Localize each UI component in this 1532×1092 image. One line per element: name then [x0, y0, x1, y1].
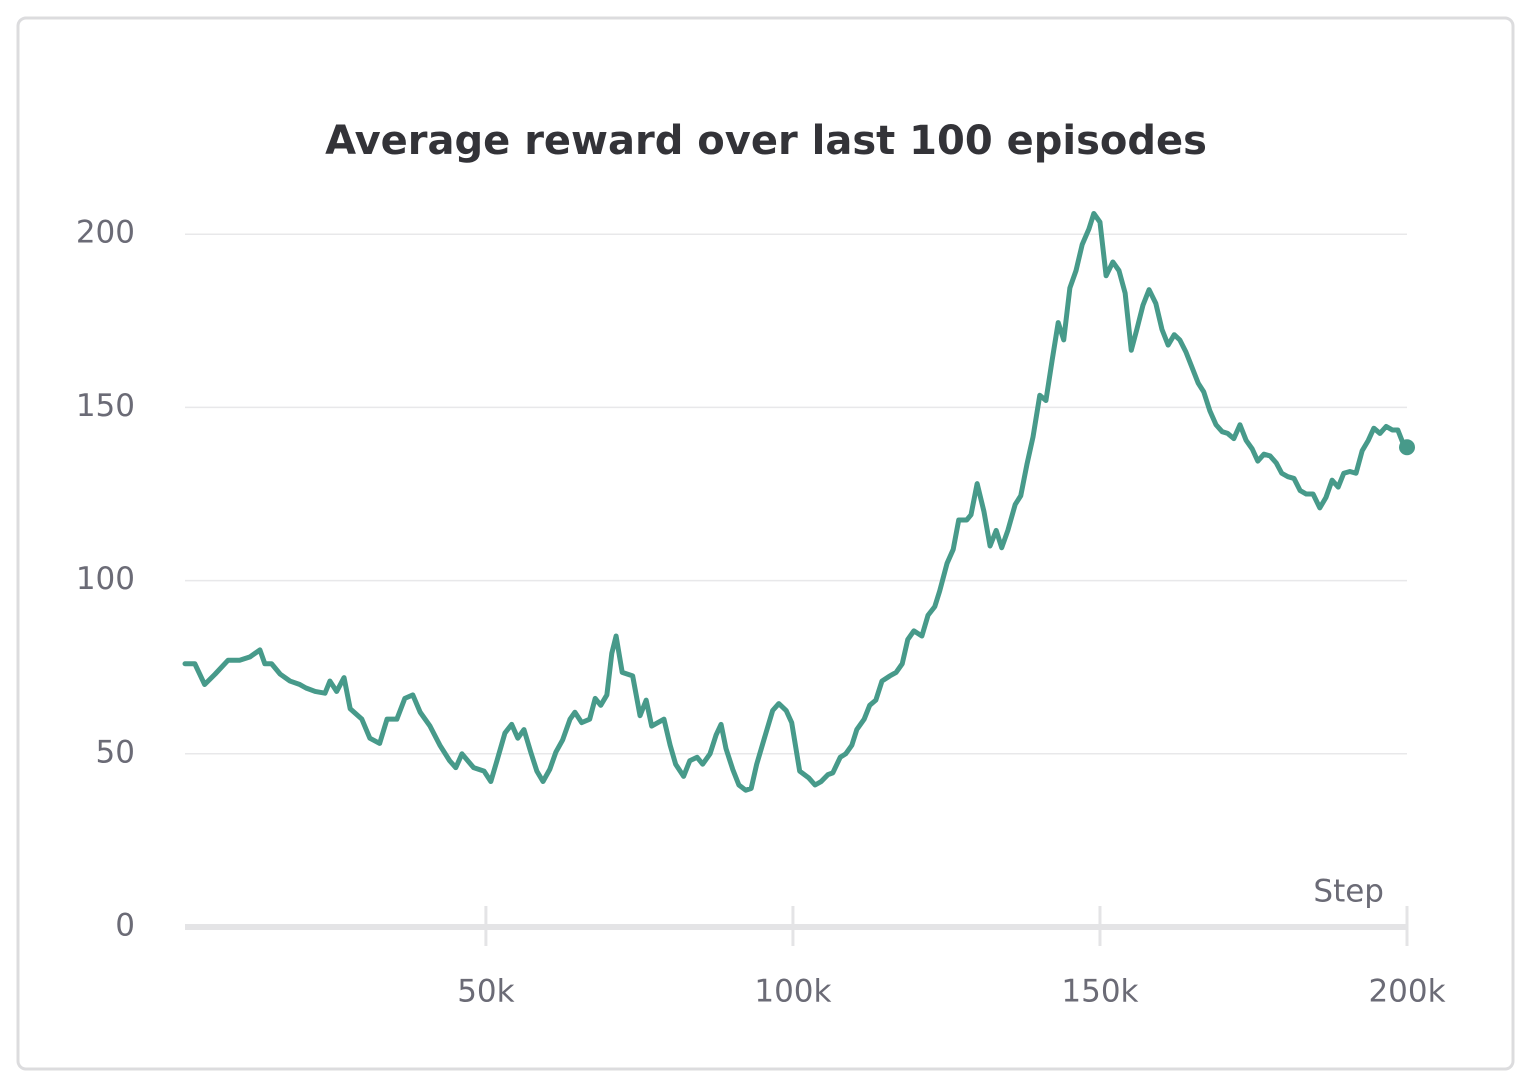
chart-title: Average reward over last 100 episodes [325, 118, 1207, 164]
panel-card [16, 16, 1515, 1071]
y-tick-label: 100 [76, 561, 135, 597]
y-tick-label: 200 [76, 215, 135, 251]
x-tick-label: 100k [754, 974, 831, 1010]
x-tick-label: 200k [1368, 974, 1445, 1010]
x-axis-label: Step [1313, 874, 1384, 910]
y-tick-label: 0 [115, 908, 135, 944]
end-point [1399, 439, 1415, 456]
y-tick-label: 50 [96, 734, 135, 770]
y-tick-label: 150 [76, 388, 135, 424]
x-tick-label: 150k [1061, 974, 1138, 1010]
data-line [182, 210, 1410, 793]
x-tick-label: 50k [457, 974, 514, 1010]
